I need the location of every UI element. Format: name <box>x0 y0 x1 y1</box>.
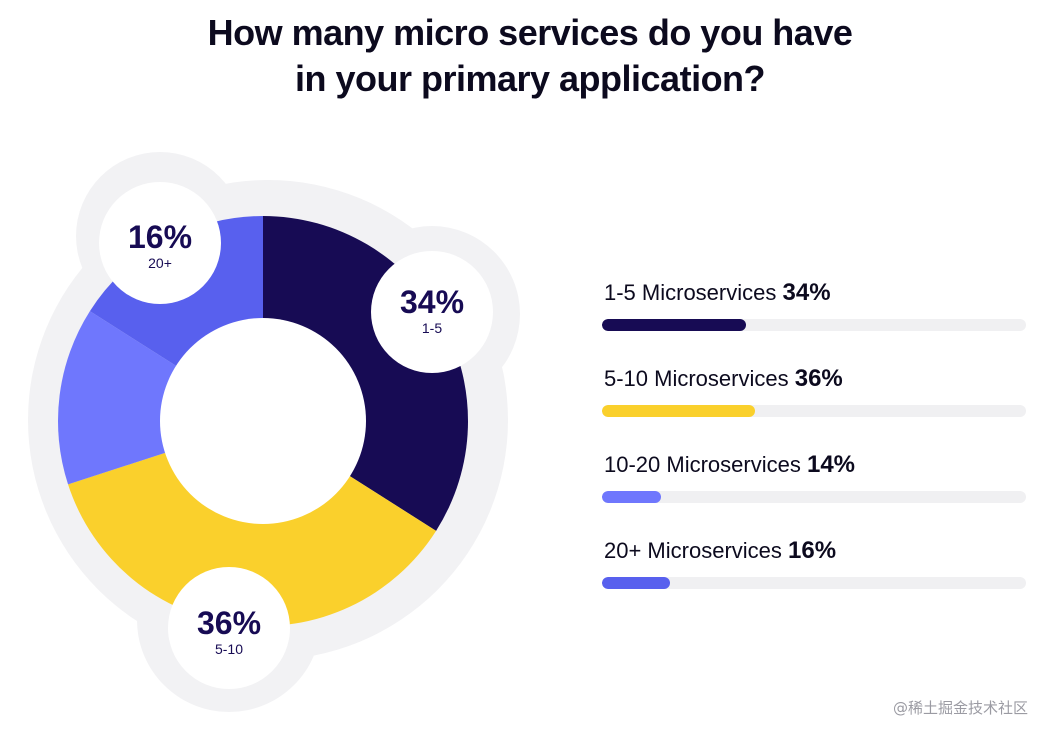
legend-percent: 16% <box>788 537 837 564</box>
callout-20-plus: 16% 20+ <box>99 182 221 304</box>
legend-label: 10-20 Microservices 14% <box>604 450 1026 480</box>
callout-bubble <box>371 251 493 373</box>
legend-bar-fill <box>602 405 755 417</box>
legend-bar-track <box>602 577 1026 589</box>
legend-item-20-plus: 20+ Microservices 16% <box>602 536 1026 589</box>
callout-label: 1-5 <box>422 320 442 336</box>
legend-item-10-20: 10-20 Microservices 14% <box>602 450 1026 503</box>
callout-value: 16% <box>128 219 192 255</box>
legend-percent: 14% <box>806 451 856 478</box>
legend-bar-track <box>602 405 1026 417</box>
chart-title: How many micro services do you have in y… <box>0 10 1050 102</box>
chart-title-line-2: in your primary application? <box>294 58 766 99</box>
legend-label-text: 1-5 Microservices <box>604 280 777 305</box>
legend-label-text: 5-10 Microservices <box>604 366 789 391</box>
legend-label: 5-10 Microservices 36% <box>604 364 1026 394</box>
legend-label-text: 20+ Microservices <box>604 538 782 563</box>
legend-percent: 36% <box>794 365 843 392</box>
donut-hole <box>160 318 366 524</box>
legend-bar-fill <box>602 491 662 503</box>
legend-percent: 34% <box>782 279 831 306</box>
legend-item-1-5: 1-5 Microservices 34% <box>602 278 1026 331</box>
legend-bar-track <box>602 491 1026 503</box>
donut-slice-10-20 <box>58 311 264 485</box>
callout-1-5: 34% 1-5 <box>371 251 493 373</box>
callout-5-10: 36% 5-10 <box>168 567 290 689</box>
callout-value: 34% <box>400 284 464 320</box>
donut-slice-5-10 <box>68 421 437 626</box>
callout-label: 5-10 <box>215 641 243 657</box>
callout-label: 20+ <box>148 255 172 271</box>
chart-title-line-1: How many micro services do you have <box>207 12 853 53</box>
legend-label: 1-5 Microservices 34% <box>604 278 1026 308</box>
callout-value: 36% <box>197 605 261 641</box>
callout-bubble <box>168 567 290 689</box>
legend-bar-fill <box>602 319 747 331</box>
legend-bar-fill <box>602 577 670 589</box>
legend-label: 20+ Microservices 16% <box>604 536 1026 566</box>
watermark: @稀土掘金技术社区 <box>892 699 1028 717</box>
donut-chart: 34% 1-5 36% 5-10 16% 20+ <box>28 152 520 712</box>
callout-bubble <box>99 182 221 304</box>
legend-bar-track <box>602 319 1026 331</box>
legend-item-5-10: 5-10 Microservices 36% <box>602 364 1026 417</box>
legend-label-text: 10-20 Microservices <box>604 452 801 477</box>
